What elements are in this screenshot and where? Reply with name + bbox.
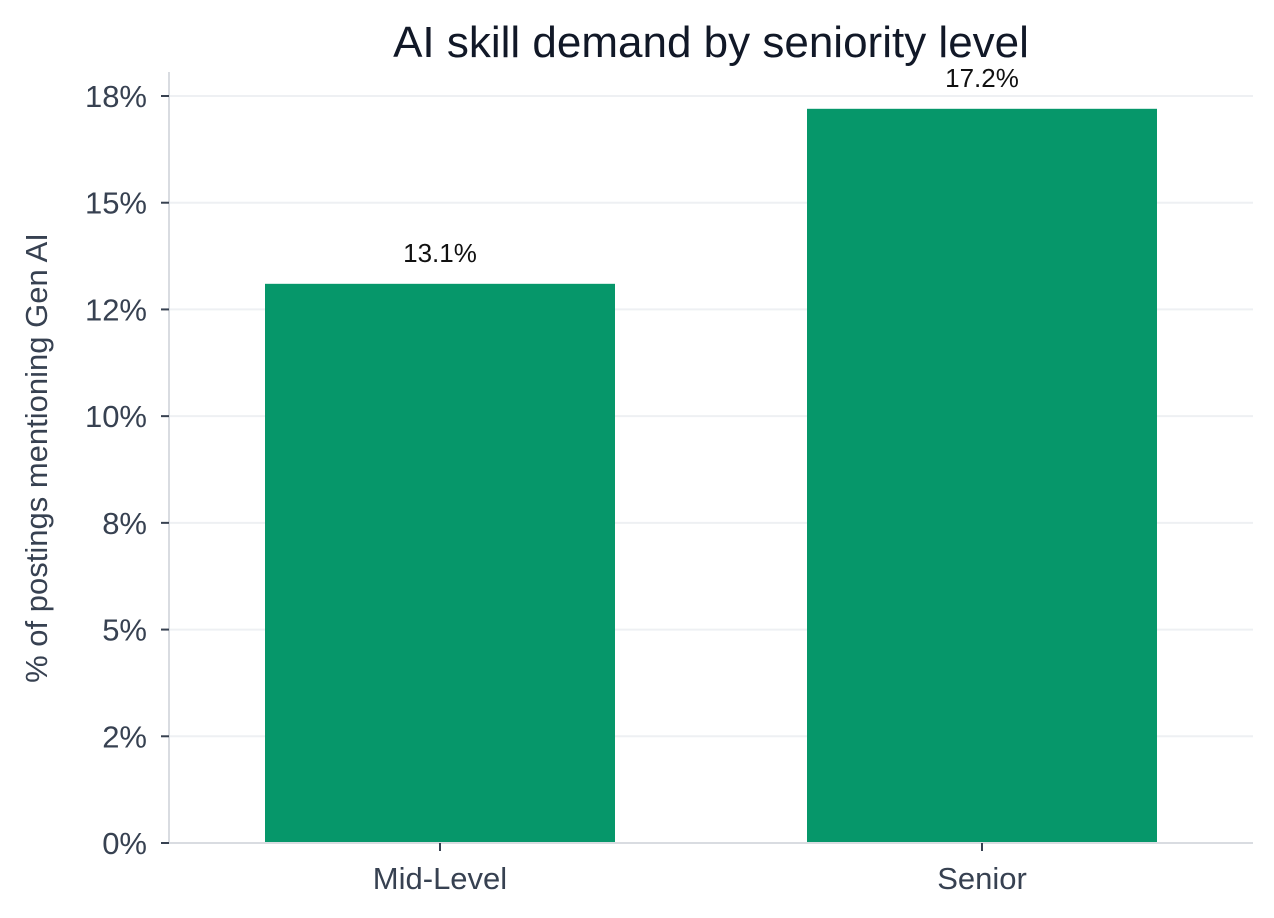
x-tick-label: Senior [937, 861, 1027, 896]
y-tick-label: 18% [85, 79, 147, 114]
x-axis-ticks: Mid-Level Senior [373, 843, 1027, 896]
bar-value-label: 13.1% [403, 238, 477, 268]
bars [265, 108, 1157, 843]
axes [168, 72, 1253, 844]
y-tick-label: 5% [102, 613, 147, 648]
y-tick-label: 8% [102, 506, 147, 541]
y-tick-label: 10% [85, 399, 147, 434]
bar-value-label: 17.2% [945, 63, 1019, 93]
y-axis-ticks: 0% 2% 5% 8% 10% 12% 15% 18% [85, 79, 169, 861]
x-tick-label: Mid-Level [373, 861, 507, 896]
y-tick-label: 12% [85, 292, 147, 327]
y-tick-label: 15% [85, 186, 147, 221]
y-axis-label: % of postings mentioning Gen AI [19, 233, 54, 683]
bar-value-labels: 13.1% 17.2% [403, 63, 1019, 268]
bar [807, 108, 1157, 843]
bar [265, 283, 615, 843]
y-tick-label: 0% [102, 826, 147, 861]
chart-title: AI skill demand by seniority level [393, 18, 1029, 67]
y-tick-label: 2% [102, 719, 147, 754]
